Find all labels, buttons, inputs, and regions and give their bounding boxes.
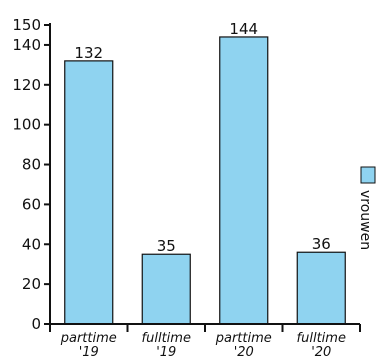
legend-label: vrouwen xyxy=(357,190,373,250)
x-tick-label-year: '19 xyxy=(79,345,99,358)
data-label: 132 xyxy=(74,44,103,62)
x-tick-label-year: '19 xyxy=(156,345,176,358)
bar xyxy=(64,60,114,325)
data-label: 35 xyxy=(157,237,176,255)
data-label: 144 xyxy=(229,20,258,38)
y-tick-label: 80 xyxy=(22,156,41,174)
y-tick-label: 140 xyxy=(12,36,41,54)
x-tick-label: fulltime xyxy=(142,331,191,346)
data-label: 36 xyxy=(312,235,331,253)
y-tick-label: 0 xyxy=(31,315,41,333)
x-tick-label-year: '20 xyxy=(311,345,331,358)
bar xyxy=(296,251,346,325)
y-tick-label: 120 xyxy=(12,76,41,94)
y-tick-label: 40 xyxy=(22,235,41,253)
x-tick-label: fulltime xyxy=(297,331,346,346)
bar xyxy=(141,253,191,325)
y-tick-label: 60 xyxy=(22,195,41,213)
y-axis: 0 20 40 60 80 100 120 140 150 xyxy=(12,16,51,333)
legend-swatch xyxy=(360,166,376,184)
y-tick-label: 100 xyxy=(12,116,41,134)
legend: vrouwen xyxy=(357,166,376,250)
x-tick-label: parttime xyxy=(60,331,117,346)
bars xyxy=(64,36,346,325)
value-labels: 132 35 144 36 xyxy=(74,20,330,255)
bar xyxy=(219,36,269,325)
x-tick-label-year: '20 xyxy=(234,345,254,358)
y-tick-label: 20 xyxy=(22,275,41,293)
x-axis: parttime'19fulltime'19parttime'20fulltim… xyxy=(49,323,361,358)
x-tick-label: parttime xyxy=(215,331,272,346)
y-tick-label: 150 xyxy=(12,16,41,34)
